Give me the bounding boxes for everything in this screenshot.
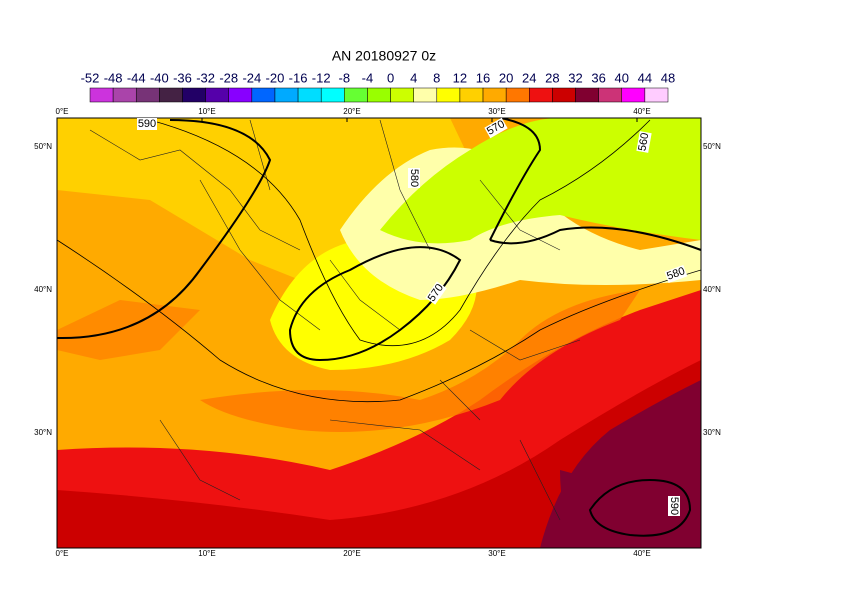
- colorbar-box: [552, 87, 576, 103]
- lon-label-top: 10°E: [198, 107, 215, 116]
- lon-label-top: 0°E: [56, 107, 69, 116]
- colorbar-box: [621, 87, 646, 103]
- colorbar-label: 16: [476, 70, 490, 85]
- colorbar-box: [182, 87, 206, 103]
- colorbar-label: -4: [362, 70, 374, 85]
- colorbar-box: [482, 87, 507, 103]
- colorbar-box: [529, 87, 553, 103]
- contour-label-bg: [484, 117, 508, 139]
- colorbar-label: -28: [219, 70, 238, 85]
- lon-label-top: 40°E: [633, 107, 650, 116]
- contour-label-bg: [137, 118, 157, 130]
- colorbar-box: [344, 87, 368, 103]
- colorbar-label: 32: [568, 70, 582, 85]
- colorbar-box: [367, 87, 391, 103]
- map-field: [57, 118, 701, 548]
- colorbar-box: [644, 87, 669, 103]
- lon-label-bottom: 30°E: [488, 549, 505, 558]
- lon-label-bottom: 40°E: [633, 549, 650, 558]
- contour-label: 580: [665, 265, 686, 283]
- colorbar-label: 12: [453, 70, 467, 85]
- colorbar-box: [274, 87, 299, 103]
- colorbar-label: 20: [499, 70, 513, 85]
- map-title: AN 20180927 0z: [332, 48, 436, 64]
- map-frame: [56, 117, 702, 549]
- colorbar-label: -52: [81, 70, 100, 85]
- lat-label-right: 50°N: [703, 142, 721, 151]
- colorbar-label: 28: [545, 70, 559, 85]
- contour-label: 590: [138, 118, 156, 130]
- contour-label-bg: [668, 496, 680, 516]
- colorbar-label: 8: [433, 70, 440, 85]
- lon-label-bottom: 10°E: [198, 549, 215, 558]
- contour-label-bg: [636, 131, 652, 153]
- colorbar-label: 36: [591, 70, 605, 85]
- lat-label-left: 40°N: [34, 285, 52, 294]
- colorbar-box: [251, 87, 276, 103]
- colorbar-label: -20: [266, 70, 285, 85]
- contour-label: 590: [668, 497, 680, 515]
- colorbar-label: -8: [339, 70, 351, 85]
- contour-label-bg: [425, 281, 447, 305]
- colorbar-label: 4: [410, 70, 417, 85]
- colorbar-label: -12: [312, 70, 331, 85]
- map-labels: 0°E 0°E 10°E 10°E 20°E 20°E 30°E 30°E 40°E 40°E 50…: [34, 107, 721, 558]
- colorbar-label: -36: [173, 70, 192, 85]
- colorbar-box: [135, 87, 160, 103]
- colorbar: -52 -48 -44 -40 -36 -32 -28 -24 -20 -16 -12 -8 -4 0 4 8…: [81, 70, 675, 103]
- contour-label: 560: [636, 132, 651, 152]
- colorbar-label: 0: [387, 70, 394, 85]
- colorbar-label: -44: [127, 70, 146, 85]
- lat-label-right: 30°N: [703, 428, 721, 437]
- colorbar-box: [436, 87, 461, 103]
- colorbar-label: 48: [661, 70, 675, 85]
- colorbar-label: 24: [522, 70, 536, 85]
- colorbar-box: [598, 87, 623, 103]
- colorbar-box: [413, 87, 438, 103]
- colorbar-label: 44: [638, 70, 652, 85]
- colorbar-box: [505, 87, 530, 103]
- lon-label-top: 20°E: [343, 107, 360, 116]
- contour-label-bg: [408, 168, 420, 188]
- colorbar-box: [159, 87, 183, 103]
- colorbar-box: [112, 87, 137, 103]
- colorbar-box: [390, 87, 414, 103]
- lat-label-right: 40°N: [703, 285, 721, 294]
- lon-label-top: 30°E: [488, 107, 505, 116]
- colorbar-box: [89, 87, 114, 103]
- colorbar-box: [459, 87, 484, 103]
- colorbar-box: [320, 87, 345, 103]
- contour-label-bg: [664, 264, 688, 284]
- lat-label-left: 50°N: [34, 142, 52, 151]
- lon-label-bottom: 20°E: [343, 549, 360, 558]
- colorbar-box: [297, 87, 322, 103]
- colorbar-box: [205, 87, 229, 103]
- colorbar-box: [575, 87, 599, 103]
- colorbar-label: -40: [150, 70, 169, 85]
- colorbar-box: [228, 87, 253, 103]
- colorbar-label: -24: [242, 70, 261, 85]
- colorbar-label: 40: [615, 70, 629, 85]
- colorbar-label: -32: [196, 70, 215, 85]
- colorbar-label: -48: [104, 70, 123, 85]
- colorbar-label: -16: [289, 70, 308, 85]
- contour-label: 580: [408, 169, 420, 187]
- lat-label-left: 30°N: [34, 428, 52, 437]
- lon-label-bottom: 0°E: [56, 549, 69, 558]
